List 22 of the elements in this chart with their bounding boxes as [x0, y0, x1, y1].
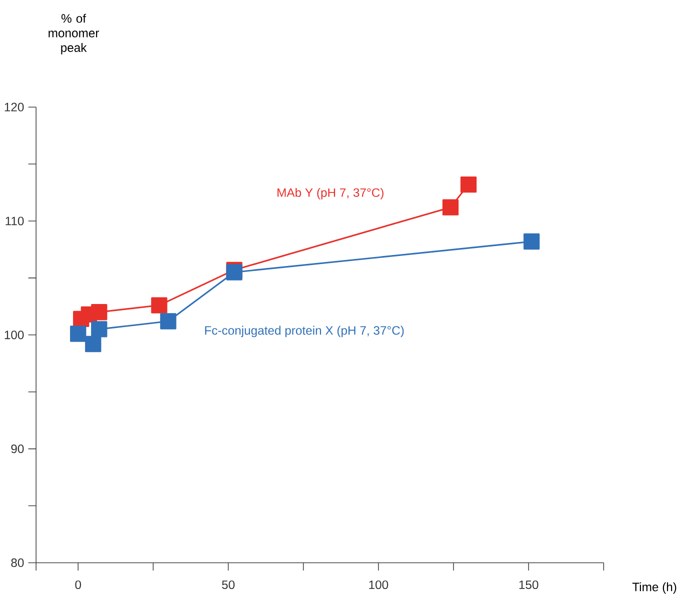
point — [70, 326, 86, 342]
x-tick-label: 0 — [75, 580, 82, 590]
x-tick-label: 150 — [519, 580, 538, 590]
x-axis-title: Time (h) — [632, 582, 676, 594]
point — [460, 176, 477, 193]
y-tick-label: 120 — [4, 102, 24, 112]
y-tick-label: 90 — [11, 444, 24, 454]
point — [160, 313, 176, 330]
y-tick-label: 80 — [11, 558, 24, 568]
x-tick-label: 50 — [222, 580, 235, 590]
y-tick-label: 100 — [4, 330, 24, 340]
point — [91, 304, 108, 320]
point — [442, 199, 459, 216]
point — [85, 336, 102, 352]
point — [151, 297, 168, 314]
x-tick-label: 100 — [369, 580, 388, 590]
text: Fc-conjugated protein X (pH 7, 37°C) — [205, 326, 404, 338]
point — [524, 234, 540, 250]
y-axis-title: % of monomer peak — [48, 14, 100, 54]
y-tick-label: 110 — [6, 216, 24, 226]
point — [91, 321, 108, 338]
text: MAb Y (pH 7, 37°C) — [278, 188, 384, 200]
